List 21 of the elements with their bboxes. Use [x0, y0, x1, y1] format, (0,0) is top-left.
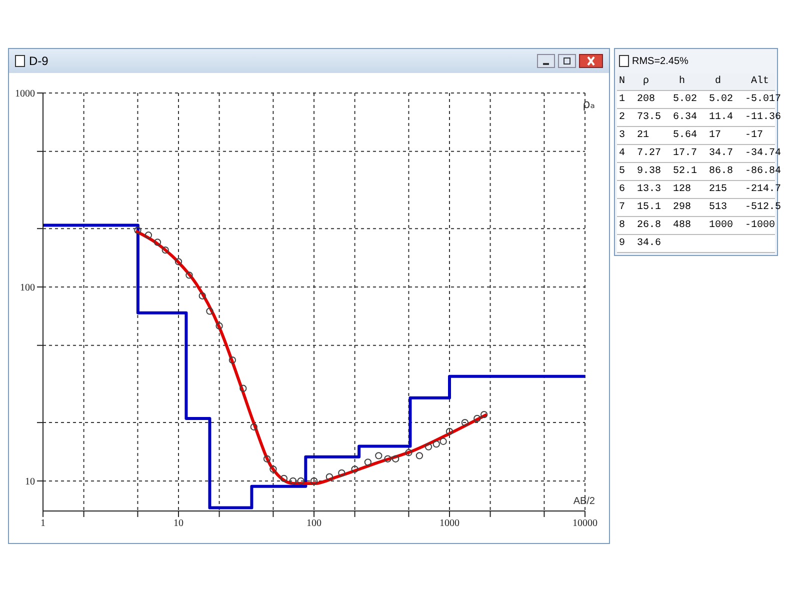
y-tick-label: 100 [20, 282, 35, 294]
text: 2 73.5 6.34 11.4 -11.36 [618, 111, 782, 125]
x-tick-label: 1000 [440, 518, 460, 530]
text: 9 34.6 [617, 235, 775, 253]
text: 4 7.27 17.7 34.7 -34.74 [618, 147, 782, 161]
y-tick-label: 10 [25, 476, 35, 488]
text: RMS=2.45% [632, 56, 688, 66]
y-tick-label: 1000 [15, 88, 35, 100]
text: N ρ h d Alt [617, 73, 775, 91]
text: 5 9.38 52.1 86.8 -86.84 [618, 165, 782, 179]
x-axis-title: AB/2 [573, 496, 595, 507]
text: 7 15.1 298 513 -512.5 [618, 201, 782, 215]
chart-title: D-9 [29, 54, 48, 68]
text: 8 26.8 488 1000 -1000 [617, 217, 776, 235]
x-tick-label: 1 [40, 518, 46, 530]
text: 1 208 5.02 5.02 -5.017 [618, 93, 782, 107]
x-tick-label: 10 [174, 518, 184, 530]
text: 3 21 5.64 17 -17 [617, 127, 775, 145]
x-tick-label: 10000 [572, 518, 598, 530]
x-tick-label: 100 [306, 518, 322, 530]
text: 6 13.3 128 215 -214.7 [618, 183, 782, 197]
